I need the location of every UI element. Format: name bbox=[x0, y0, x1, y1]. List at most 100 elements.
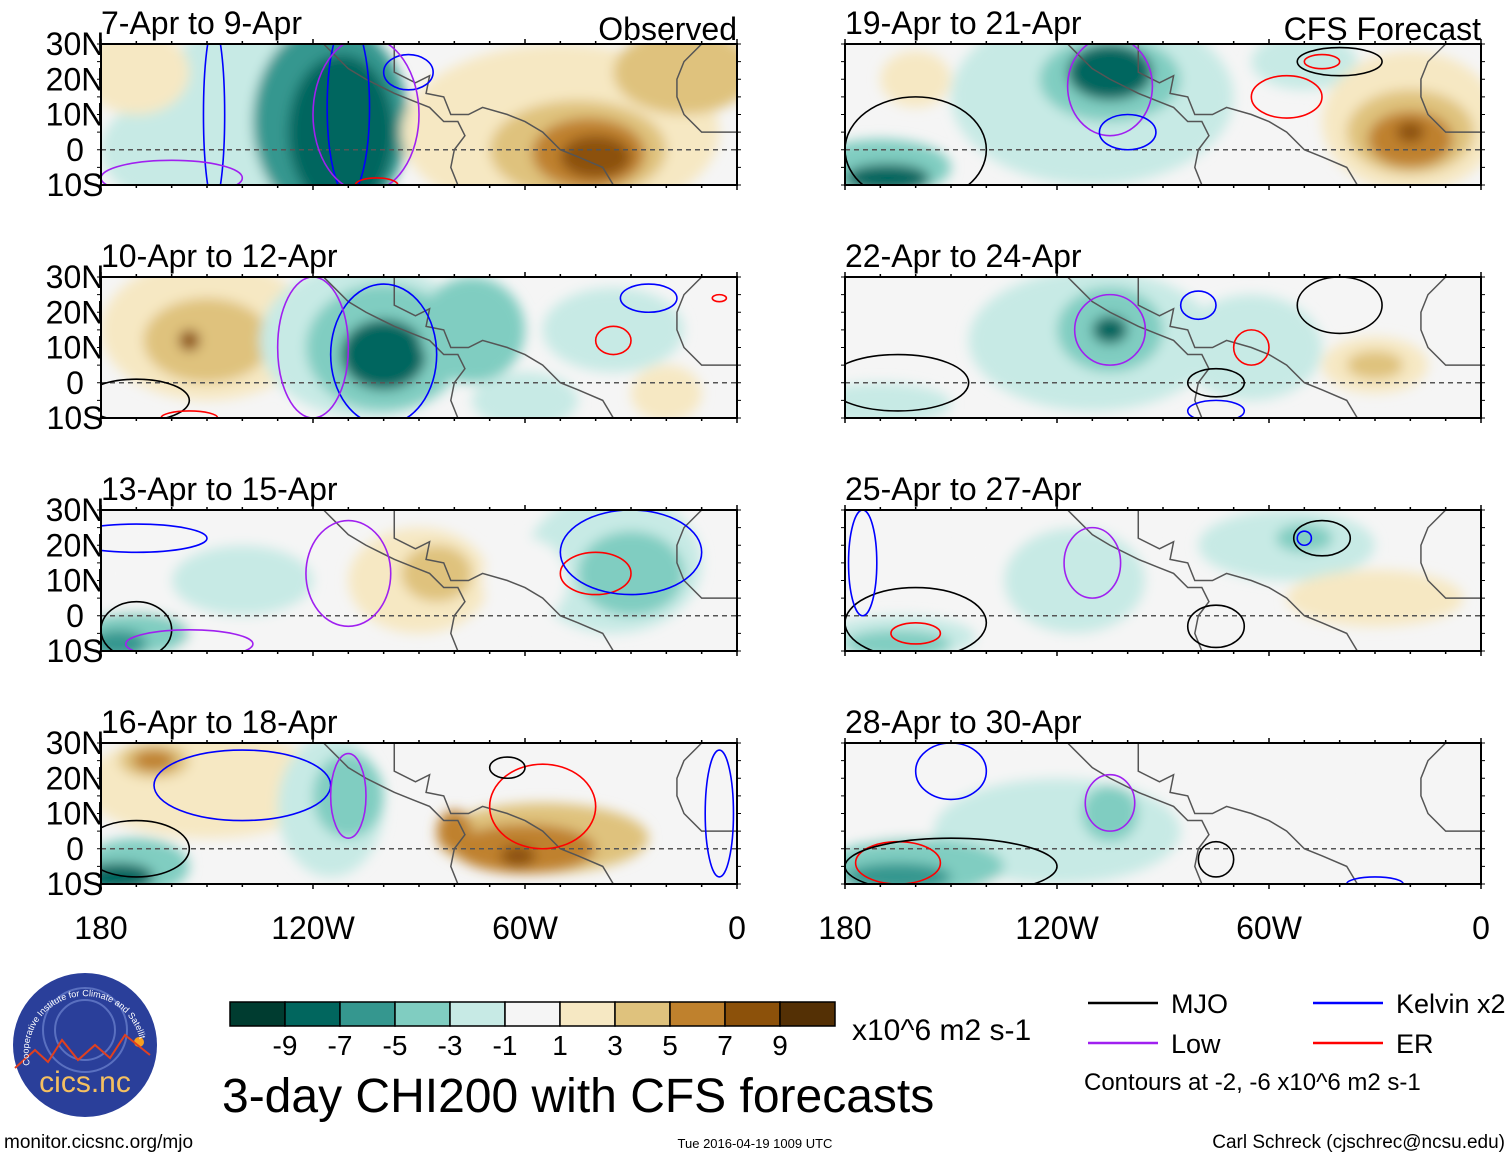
mjo-contour bbox=[1296, 277, 1383, 335]
legend-label: MJO bbox=[1171, 989, 1228, 1019]
er-contour bbox=[160, 410, 219, 418]
anomaly-region bbox=[845, 862, 951, 884]
mjo-contour bbox=[845, 837, 1058, 884]
anomaly-region bbox=[472, 372, 578, 418]
anomaly-region bbox=[845, 163, 930, 185]
coastline bbox=[676, 510, 737, 599]
lon-tick-label: 120W bbox=[1015, 910, 1099, 946]
colorbar-label: 3 bbox=[607, 1030, 623, 1061]
anomaly-region bbox=[1003, 527, 1146, 634]
contour-note: Contours at -2, -6 x10^6 m2 s-1 bbox=[1084, 1069, 1421, 1096]
lat-tick-label: 0 bbox=[66, 598, 84, 634]
kelvin-contour bbox=[914, 743, 988, 801]
legend-label: Low bbox=[1171, 1029, 1221, 1059]
anomaly-region bbox=[288, 54, 395, 185]
colorbar: -9 -7 -5 -3 -1 1 3 5 7 9 bbox=[229, 1001, 836, 1061]
anomaly-region bbox=[1286, 569, 1464, 627]
anomaly-region bbox=[631, 365, 702, 418]
source-url[interactable]: monitor.cicsnc.org/mjo bbox=[4, 1132, 193, 1153]
coastline bbox=[676, 277, 737, 366]
map-panel: 28-Apr to 30-Apr 180 120W 60W 0 bbox=[818, 704, 1490, 946]
colorbar-swatch bbox=[724, 1001, 781, 1027]
low-contour bbox=[312, 44, 420, 185]
lat-tick-label: 30N bbox=[46, 492, 105, 528]
er-contour bbox=[1250, 74, 1323, 119]
colorbar-label: -5 bbox=[383, 1030, 408, 1061]
colorbar-swatch bbox=[449, 1001, 506, 1027]
mjo-contour bbox=[845, 586, 988, 651]
timestamp: Tue 2016-04-19 1009 UTC bbox=[678, 1136, 833, 1151]
colorbar-swatch bbox=[669, 1001, 726, 1027]
low-contour bbox=[329, 752, 367, 839]
low-contour bbox=[124, 629, 254, 651]
lat-tick-label: 10N bbox=[46, 97, 105, 133]
kelvin-contour bbox=[1345, 876, 1405, 884]
lat-tick-label: 30N bbox=[46, 725, 105, 761]
anomaly-region bbox=[1081, 785, 1139, 842]
figure-title: 3-day CHI200 with CFS forecasts bbox=[222, 1070, 934, 1123]
units-label: x10^6 m2 s-1 bbox=[852, 1014, 1031, 1047]
anomaly-region bbox=[419, 277, 525, 383]
mjo-contour bbox=[101, 378, 191, 418]
kelvin-contour bbox=[1179, 290, 1217, 321]
anomaly-region bbox=[178, 329, 200, 352]
colorbar-swatch bbox=[284, 1001, 341, 1027]
low-contour bbox=[1084, 773, 1136, 832]
panel-title: 7-Apr to 9-Apr bbox=[101, 5, 302, 41]
colorbar-label: -9 bbox=[273, 1030, 298, 1061]
panel-title: 28-Apr to 30-Apr bbox=[845, 704, 1082, 740]
column-label: Observed bbox=[598, 11, 737, 47]
er-contour bbox=[488, 763, 597, 850]
kelvin-contour bbox=[382, 53, 434, 91]
anomaly-region bbox=[560, 135, 632, 178]
lon-tick-label: 180 bbox=[74, 910, 127, 946]
legend-label: ER bbox=[1396, 1029, 1434, 1059]
anomaly-region bbox=[132, 750, 176, 772]
coastline bbox=[393, 743, 614, 884]
mjo-contour bbox=[1186, 367, 1246, 398]
coastline bbox=[676, 743, 737, 832]
mjo-contour bbox=[1186, 604, 1246, 649]
logo-text: cics.nc bbox=[39, 1066, 131, 1099]
colorbar-swatch bbox=[779, 1001, 836, 1027]
colorbar-label: 5 bbox=[662, 1030, 678, 1061]
anomaly-region bbox=[1396, 121, 1425, 143]
anomaly-region bbox=[1346, 351, 1404, 380]
lat-tick-label: 20N bbox=[46, 760, 105, 796]
lat-tick-label: 0 bbox=[66, 831, 84, 867]
panel-title: 19-Apr to 21-Apr bbox=[845, 5, 1082, 41]
lat-tick-label: 0 bbox=[66, 132, 84, 168]
er-contour bbox=[1232, 329, 1270, 366]
mjo-contour bbox=[845, 96, 988, 185]
anomaly-region bbox=[436, 809, 473, 853]
colorbar-label: 9 bbox=[772, 1030, 788, 1061]
map-panel: 19-Apr to 21-Apr CFS Forecast bbox=[841, 5, 1485, 190]
panel-title: 13-Apr to 15-Apr bbox=[101, 471, 338, 507]
lon-tick-label: 0 bbox=[1472, 910, 1490, 946]
lon-tick-label: 180 bbox=[818, 910, 871, 946]
colorbar-swatch bbox=[559, 1001, 616, 1027]
colorbar-swatch bbox=[614, 1001, 671, 1027]
column-label: CFS Forecast bbox=[1284, 11, 1481, 47]
kelvin-contour bbox=[619, 283, 678, 314]
anomaly-region bbox=[880, 51, 952, 108]
lat-tick-label: 10S bbox=[47, 866, 104, 902]
mjo-contour bbox=[1197, 840, 1235, 878]
coastline bbox=[1420, 743, 1481, 832]
lat-tick-label: 10N bbox=[46, 330, 105, 366]
er-contour bbox=[559, 551, 632, 596]
colorbar-label: 7 bbox=[717, 1030, 733, 1061]
anomaly-region bbox=[101, 44, 190, 115]
mjo-contour bbox=[845, 353, 970, 412]
colorbar-swatch bbox=[339, 1001, 396, 1027]
colorbar-swatch bbox=[394, 1001, 451, 1027]
kelvin-contour bbox=[202, 44, 226, 185]
coastline bbox=[1420, 44, 1481, 133]
panel-title: 25-Apr to 27-Apr bbox=[845, 471, 1082, 507]
er-contour bbox=[890, 621, 942, 645]
kelvin-contour bbox=[847, 510, 878, 617]
panel-title: 22-Apr to 24-Apr bbox=[845, 238, 1082, 274]
anomaly-region bbox=[613, 44, 737, 115]
